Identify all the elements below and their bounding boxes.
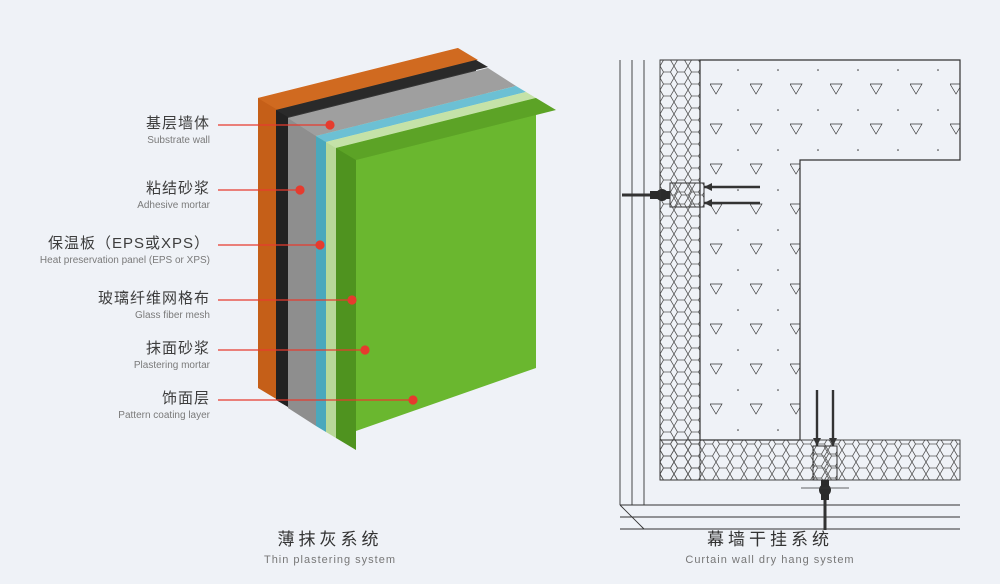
label-en: Substrate wall	[146, 135, 210, 146]
label-en: Adhesive mortar	[137, 200, 210, 211]
layer-coating	[336, 98, 556, 450]
label-insulation: 保温板（EPS或XPS） Heat preservation panel (EP…	[40, 232, 210, 266]
label-plaster: 抹面砂浆 Plastering mortar	[134, 337, 210, 371]
label-cn: 玻璃纤维网格布	[98, 287, 210, 308]
label-cn: 基层墙体	[146, 112, 210, 133]
caption-left: 薄抹灰系统 Thin plastering system	[220, 525, 440, 566]
caption-cn: 薄抹灰系统	[220, 525, 440, 550]
label-cn: 粘结砂浆	[137, 177, 210, 198]
label-cn: 保温板（EPS或XPS）	[40, 232, 210, 253]
caption-en: Thin plastering system	[220, 554, 440, 566]
label-coating: 饰面层 Pattern coating layer	[118, 387, 210, 421]
label-mesh: 玻璃纤维网格布 Glass fiber mesh	[98, 287, 210, 321]
caption-right: 幕墙干挂系统 Curtain wall dry hang system	[640, 525, 900, 566]
curtain-wall-diagram	[620, 59, 960, 530]
label-en: Plastering mortar	[134, 360, 210, 371]
caption-cn: 幕墙干挂系统	[640, 525, 900, 550]
label-substrate: 基层墙体 Substrate wall	[146, 112, 210, 146]
label-cn: 抹面砂浆	[134, 337, 210, 358]
label-en: Pattern coating layer	[118, 410, 210, 421]
label-en: Glass fiber mesh	[98, 310, 210, 321]
label-cn: 饰面层	[118, 387, 210, 408]
caption-en: Curtain wall dry hang system	[640, 554, 900, 566]
label-adhesive: 粘结砂浆 Adhesive mortar	[137, 177, 210, 211]
label-en: Heat preservation panel (EPS or XPS)	[40, 255, 210, 266]
